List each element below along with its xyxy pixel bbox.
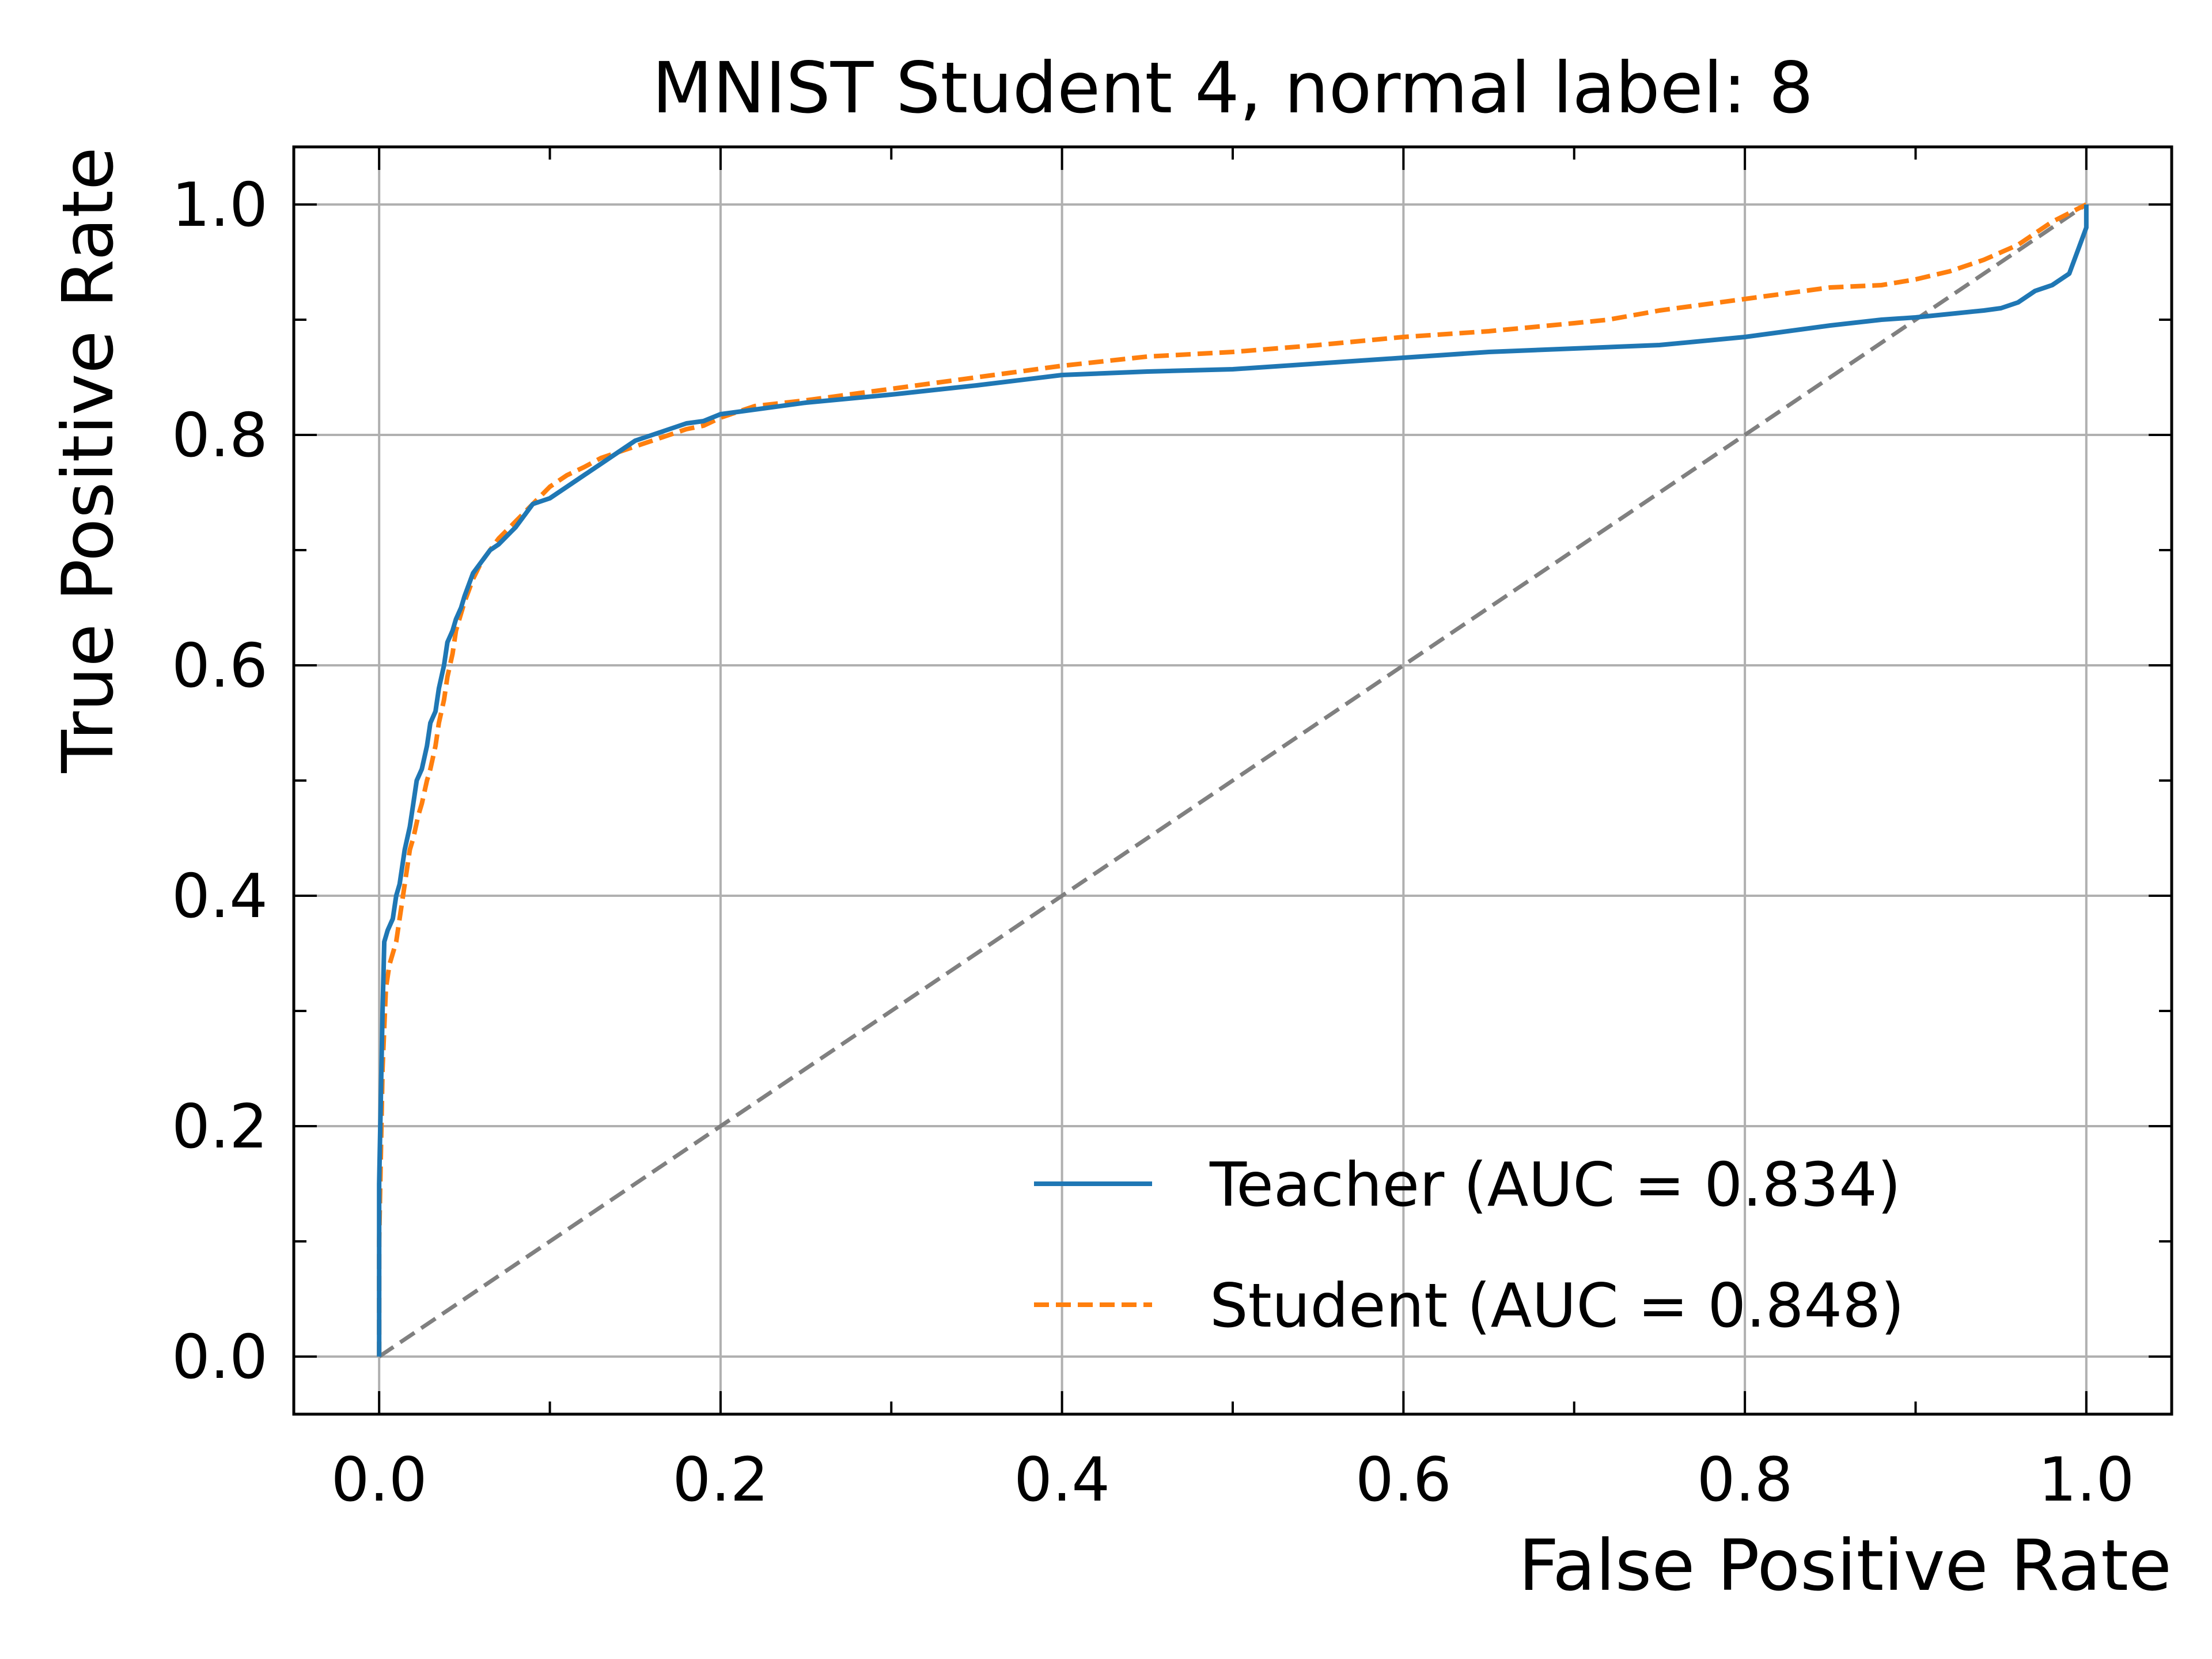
- legend: Teacher (AUC = 0.834) Student (AUC = 0.84…: [1034, 1150, 1904, 1341]
- x-axis-label: False Positive Rate: [1518, 1525, 2172, 1607]
- ticks: [294, 147, 2172, 1414]
- y-tick-label-2: 0.4: [172, 861, 268, 931]
- student-roc-line: [377, 202, 2088, 1357]
- x-tick-label-1: 0.2: [672, 1445, 768, 1515]
- y-tick-label-4: 0.8: [172, 400, 268, 471]
- grid: [294, 147, 2172, 1414]
- y-tick-label-1: 0.2: [172, 1092, 268, 1162]
- x-tick-label-3: 0.6: [1355, 1445, 1452, 1515]
- legend-teacher-label: Teacher (AUC = 0.834): [1209, 1150, 1901, 1220]
- y-tick-label-0: 0.0: [172, 1322, 268, 1392]
- series-layer: [377, 202, 2089, 1358]
- teacher-roc-line: [377, 204, 2089, 1357]
- chance-diagonal-line: [378, 203, 2088, 1358]
- x-tick-label-5: 1.0: [2038, 1445, 2134, 1515]
- chart-title: MNIST Student 4, normal label: 8: [652, 47, 1813, 129]
- legend-student-label: Student (AUC = 0.848): [1210, 1271, 1904, 1341]
- y-tick-labels: 0.0 0.2 0.4 0.6 0.8 1.0: [172, 170, 268, 1392]
- x-tick-label-4: 0.8: [1697, 1445, 1793, 1515]
- y-axis-label: True Positive Rate: [47, 147, 129, 774]
- x-tick-label-2: 0.4: [1014, 1445, 1110, 1515]
- x-tick-labels: 0.0 0.2 0.4 0.6 0.8 1.0: [331, 1445, 2135, 1515]
- y-tick-label-5: 1.0: [172, 170, 268, 240]
- y-tick-label-3: 0.6: [172, 631, 268, 701]
- x-tick-label-0: 0.0: [331, 1445, 427, 1515]
